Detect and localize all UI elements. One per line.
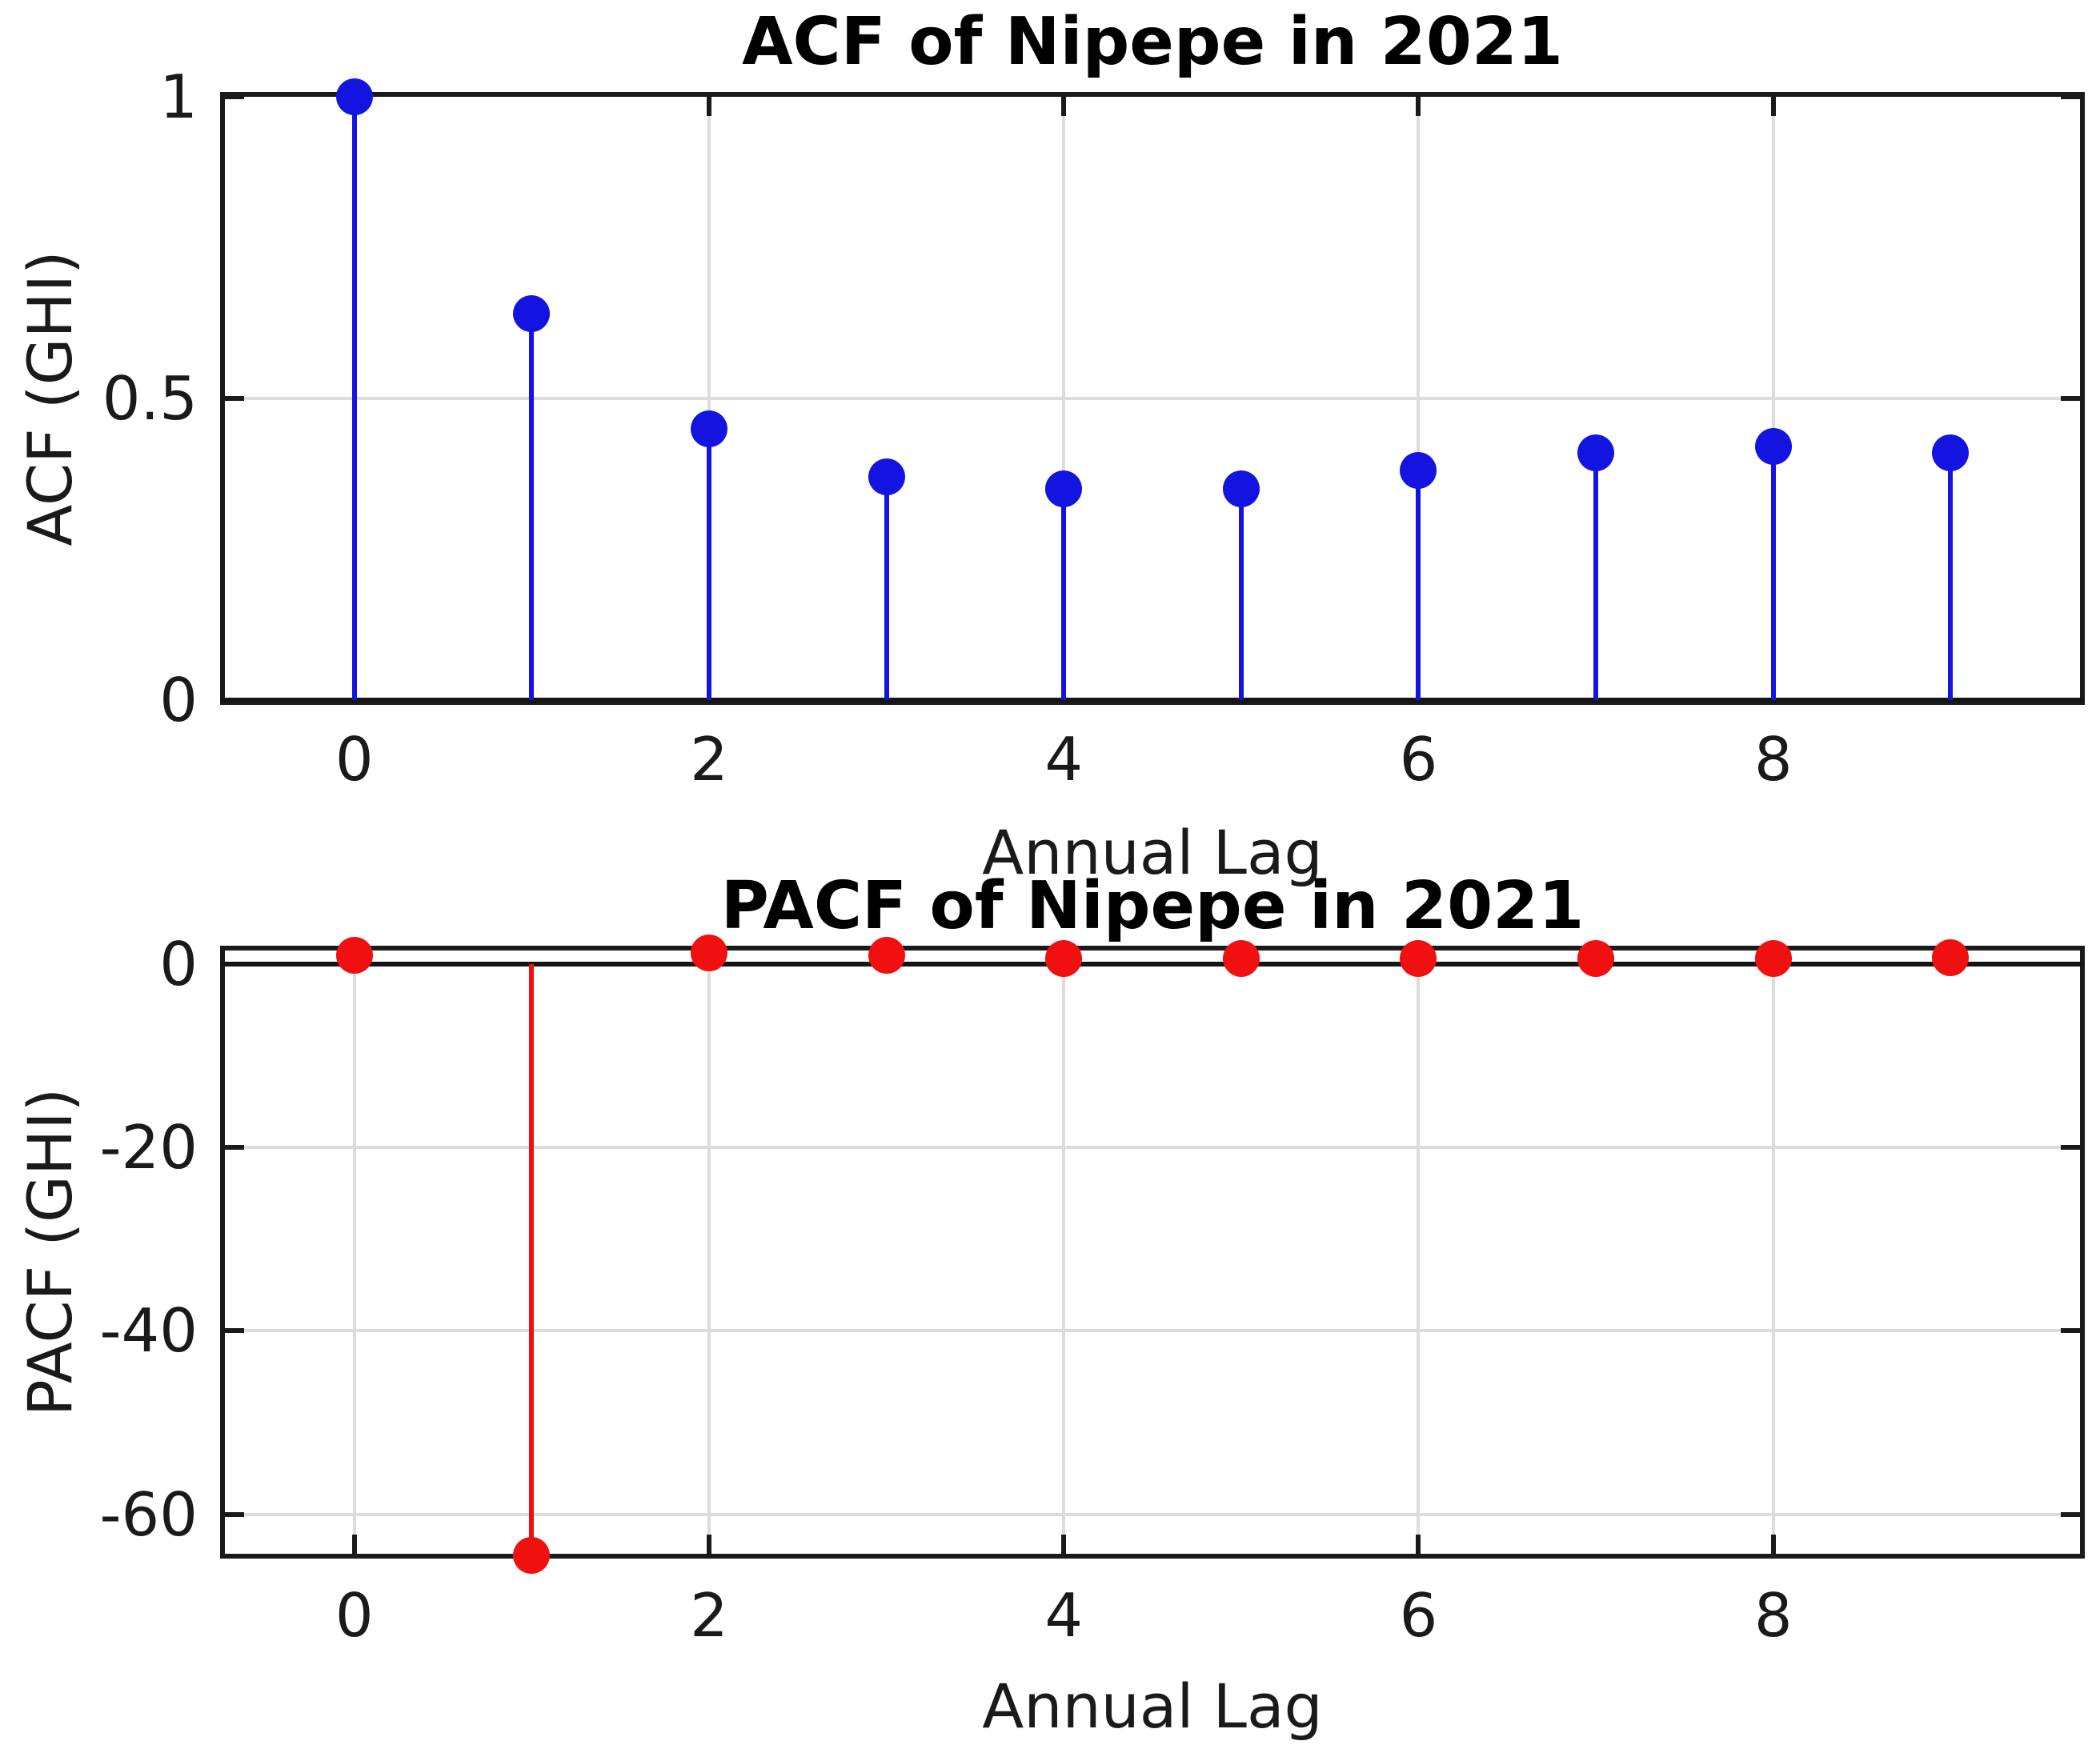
x-tick-mark bbox=[1061, 1534, 1067, 1554]
y-tick-label: 0 bbox=[159, 929, 198, 1000]
stem-line bbox=[529, 964, 535, 1556]
stem-line bbox=[1770, 446, 1776, 700]
stem-line bbox=[706, 428, 711, 700]
x-tick-label: 2 bbox=[690, 1579, 728, 1651]
x-tick-mark bbox=[1416, 1534, 1421, 1554]
acf-plot-area: ACF of Nipepe in 2021 ACF (GHI) Annual L… bbox=[14, 6, 2086, 888]
stem-line bbox=[351, 96, 357, 700]
x-gridline bbox=[707, 950, 711, 1554]
x-tick-label: 6 bbox=[1399, 1579, 1438, 1651]
stem-marker bbox=[868, 458, 905, 495]
x-gridline bbox=[1417, 950, 1421, 1554]
y-tick-label: 0 bbox=[159, 664, 198, 735]
x-tick-mark bbox=[706, 96, 711, 116]
stem-marker bbox=[1045, 470, 1083, 508]
y-gridline bbox=[224, 1329, 2081, 1333]
y-gridline bbox=[224, 396, 2081, 400]
y-tick-mark bbox=[224, 1328, 244, 1334]
stem-line bbox=[884, 476, 889, 700]
y-tick-mark bbox=[2061, 395, 2081, 401]
y-tick-mark bbox=[2061, 1145, 2081, 1151]
x-tick-mark bbox=[706, 1534, 711, 1554]
x-gridline bbox=[1062, 950, 1066, 1554]
stem-marker bbox=[335, 936, 373, 974]
y-tick-mark bbox=[2061, 1328, 2081, 1334]
pacf-title: PACF of Nipepe in 2021 bbox=[720, 867, 1585, 944]
stem-marker bbox=[868, 936, 905, 974]
x-tick-label: 6 bbox=[1399, 723, 1438, 794]
x-tick-label: 0 bbox=[335, 1579, 374, 1651]
stem-line bbox=[1948, 452, 1954, 700]
y-tick-mark bbox=[224, 94, 244, 99]
zero-baseline bbox=[219, 697, 2086, 702]
y-tick-mark bbox=[224, 395, 244, 401]
stem-marker bbox=[1400, 452, 1437, 490]
acf-y-axis-label: ACF (GHI) bbox=[14, 250, 86, 546]
pacf-y-axis-label: PACF (GHI) bbox=[14, 1087, 86, 1417]
stem-marker bbox=[1400, 940, 1437, 978]
y-tick-label: -20 bbox=[99, 1112, 198, 1183]
stem-marker bbox=[1577, 940, 1615, 978]
x-tick-label: 4 bbox=[1044, 1579, 1084, 1651]
acf-x-axis-label: Annual Lag bbox=[982, 816, 1323, 888]
stem-line bbox=[1593, 452, 1599, 700]
stem-line bbox=[529, 314, 535, 700]
acf-title: ACF of Nipepe in 2021 bbox=[742, 3, 1563, 80]
stem-line bbox=[1061, 489, 1067, 700]
stem-marker bbox=[1222, 470, 1260, 508]
stem-line bbox=[1238, 489, 1244, 700]
stem-marker bbox=[1222, 940, 1260, 978]
stem-marker bbox=[513, 295, 551, 333]
x-tick-mark bbox=[1770, 96, 1776, 116]
y-tick-mark bbox=[224, 1145, 244, 1151]
x-tick-label: 4 bbox=[1044, 723, 1084, 794]
stem-marker bbox=[1577, 434, 1615, 471]
zero-baseline bbox=[219, 962, 2086, 967]
y-tick-label: -60 bbox=[99, 1479, 198, 1550]
x-gridline bbox=[1771, 950, 1775, 1554]
x-tick-label: 8 bbox=[1753, 723, 1793, 794]
stem-marker bbox=[1932, 939, 1970, 977]
stem-marker bbox=[335, 78, 373, 115]
y-tick-mark bbox=[224, 1511, 244, 1517]
y-tick-label: -40 bbox=[99, 1295, 198, 1367]
x-tick-label: 8 bbox=[1753, 1579, 1793, 1651]
stem-marker bbox=[513, 1537, 551, 1575]
stem-marker bbox=[1045, 940, 1083, 978]
y-gridline bbox=[224, 1146, 2081, 1150]
x-tick-mark bbox=[351, 1534, 357, 1554]
y-gridline bbox=[224, 1512, 2081, 1516]
stem-marker bbox=[690, 935, 727, 972]
stem-marker bbox=[1932, 434, 1970, 471]
y-tick-mark bbox=[2061, 1511, 2081, 1517]
stem-marker bbox=[1754, 428, 1792, 466]
x-tick-label: 2 bbox=[690, 723, 728, 794]
pacf-x-axis-label: Annual Lag bbox=[982, 1670, 1323, 1742]
y-tick-mark bbox=[2061, 94, 2081, 99]
y-tick-label: 1 bbox=[159, 61, 198, 132]
x-tick-label: 0 bbox=[335, 723, 374, 794]
stem-line bbox=[1416, 470, 1421, 700]
pacf-plot-area: PACF of Nipepe in 2021 PACF (GHI) Annual… bbox=[14, 870, 2086, 1742]
x-gridline bbox=[352, 950, 356, 1554]
x-tick-mark bbox=[1770, 1534, 1776, 1554]
x-tick-mark bbox=[1061, 96, 1067, 116]
x-tick-mark bbox=[1416, 96, 1421, 116]
y-tick-label: 0.5 bbox=[102, 362, 198, 434]
stem-marker bbox=[690, 410, 727, 447]
stem-marker bbox=[1754, 940, 1792, 978]
